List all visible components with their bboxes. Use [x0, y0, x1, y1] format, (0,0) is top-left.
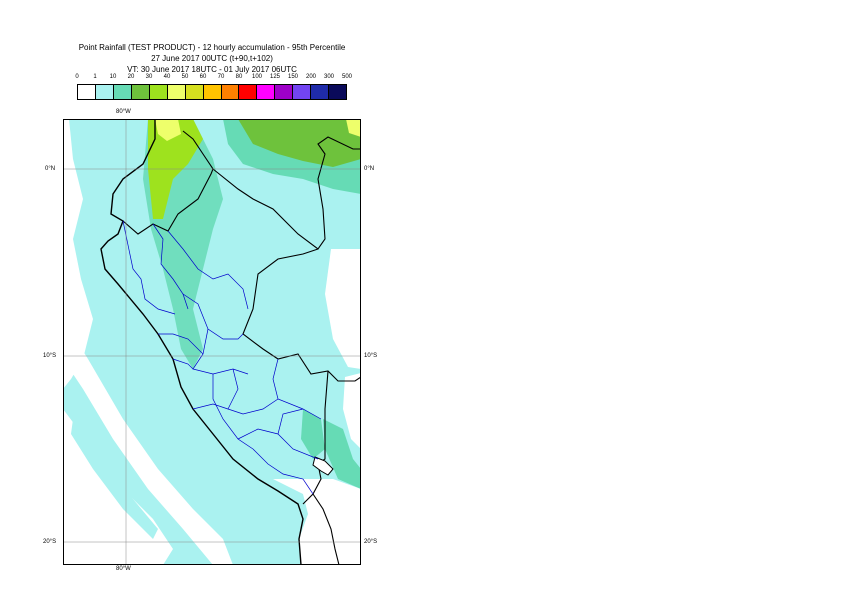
map-title-block: Point Rainfall (TEST PRODUCT) - 12 hourl…: [0, 42, 424, 75]
graticule: [63, 119, 361, 565]
ocean-white-band-1: [63, 319, 233, 565]
lat-label-20-right: 20°S: [364, 539, 378, 545]
legend-label: 40: [163, 74, 171, 80]
border-coastline: [100, 119, 304, 565]
legend-label: 10: [109, 74, 117, 80]
legend-label: 500: [341, 74, 353, 80]
legend-label: 125: [269, 74, 281, 80]
lon-label-bottom: 80°W: [116, 566, 131, 572]
legend-swatch: [274, 84, 293, 100]
lake-titicaca: [312, 456, 334, 476]
legend-color-bar: [77, 84, 348, 100]
lat-label-20-left: 20°S: [43, 539, 57, 545]
legend-label: 20: [127, 74, 135, 80]
legend-swatch: [256, 84, 275, 100]
legend-swatch: [328, 84, 348, 100]
legend-label: 50: [181, 74, 189, 80]
legend-swatch: [292, 84, 311, 100]
dry-area-coast-north: [63, 119, 93, 389]
legend-swatch: [94, 84, 113, 100]
legend-swatch: [238, 84, 257, 100]
legend-label: 200: [305, 74, 317, 80]
regional-borders: [122, 220, 322, 495]
legend-label: 80: [235, 74, 243, 80]
lat-label-0-left: 0°N: [45, 166, 56, 172]
border-peru-colombia: [212, 136, 361, 250]
ocean-cyan-streak-1: [71, 419, 158, 539]
color-legend: 0 1 10 20 30 40 50 60 70 80 100 125 150 200 300 500: [75, 74, 352, 104]
map-frame: [63, 119, 361, 565]
legend-label: 0: [75, 74, 79, 80]
dry-area-south-land: [273, 479, 361, 565]
legend-swatch: [220, 84, 239, 100]
border-peru-brazil: [242, 248, 361, 382]
legend-label: 100: [251, 74, 263, 80]
legend-swatch: [77, 84, 95, 100]
legend-labels: 0 1 10 20 30 40 50 60 70 80 100 125 150 200 300 500: [75, 74, 352, 84]
rain-teal-south: [301, 409, 325, 459]
legend-swatch: [130, 84, 149, 100]
legend-swatch: [166, 84, 185, 100]
rain-yellow-ne: [346, 119, 361, 137]
dry-area-east: [325, 249, 361, 369]
ocean-cyan-streak-2: [93, 349, 163, 461]
rain-teal-east: [323, 419, 361, 489]
rain-yellow-north: [155, 119, 181, 141]
dry-area-east-low: [343, 373, 361, 449]
lat-label-10-right: 10°S: [364, 353, 378, 359]
rain-green-north: [238, 119, 361, 167]
lat-label-10-left: 10°S: [43, 353, 57, 359]
legend-swatch: [112, 84, 131, 100]
lat-label-0-right: 0°N: [364, 166, 375, 172]
legend-swatch: [310, 84, 329, 100]
legend-swatch: [148, 84, 167, 100]
legend-label: 70: [217, 74, 225, 80]
border-ecuador-peru: [122, 130, 214, 235]
lon-label-top: 80°W: [116, 109, 131, 115]
legend-label: 30: [145, 74, 153, 80]
valid-time: VT: 30 June 2017 18UTC - 01 July 2017 06…: [127, 65, 297, 74]
legend-swatch: [184, 84, 203, 100]
legend-label: 1: [93, 74, 97, 80]
legend-swatch: [202, 84, 221, 100]
legend-label: 150: [287, 74, 299, 80]
legend-label: 300: [323, 74, 335, 80]
border-chile-bolivia: [312, 493, 340, 565]
legend-label: 60: [199, 74, 207, 80]
base-time: 27 June 2017 00UTC (t+90,t+102): [151, 54, 273, 63]
map-title: Point Rainfall (TEST PRODUCT) - 12 hourl…: [78, 43, 346, 52]
rainfall-map: [63, 119, 361, 565]
